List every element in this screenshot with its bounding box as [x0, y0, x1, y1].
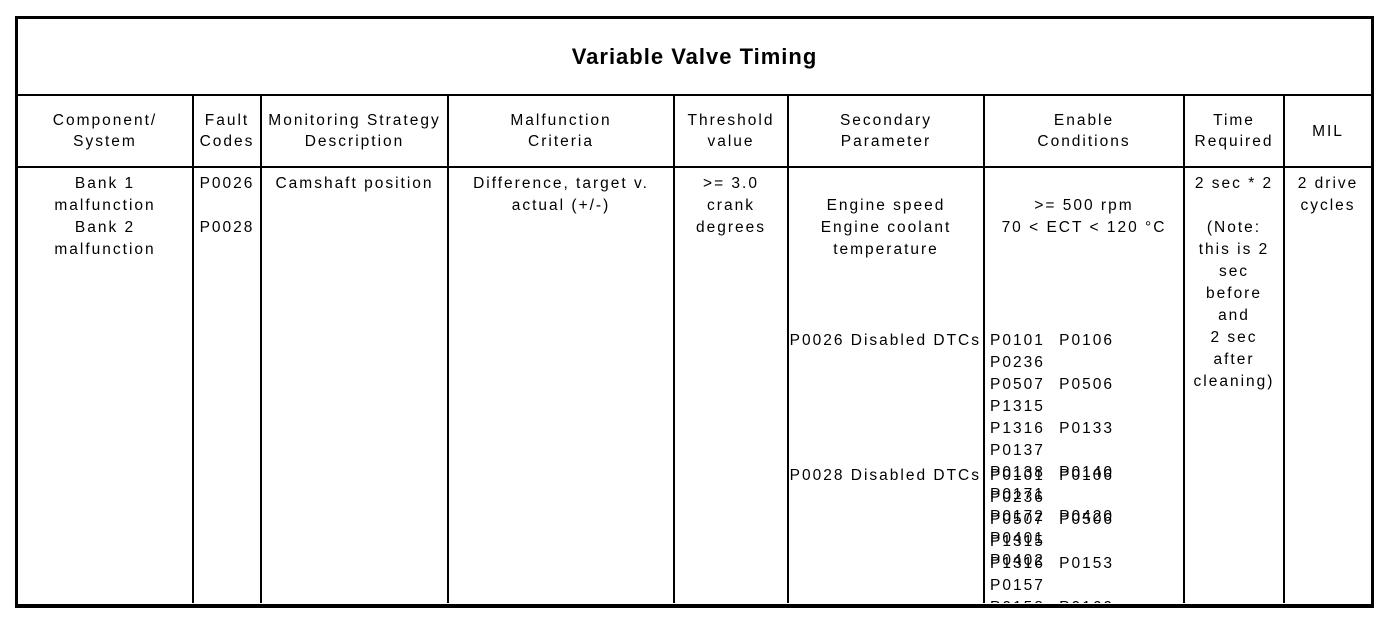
cell-component-system: Bank 1 malfunction Bank 2 malfunction — [18, 168, 194, 603]
header-monitoring-strategy: Monitoring Strategy Description — [262, 96, 449, 166]
cell-threshold-value: >= 3.0 crank degrees — [675, 168, 789, 603]
cell-mil: 2 drive cycles — [1297, 175, 1359, 214]
p0026-disabled-dtcs-list: P0101 P0106 P0236 P0507 P0506 P1315 P131… — [990, 332, 1114, 569]
cell-malfunction-criteria: Difference, target v. actual (+/-) — [449, 168, 675, 603]
table-data-row: Bank 1 malfunction Bank 2 malfunction P0… — [18, 168, 1371, 603]
enable-conditions-main: >= 500 rpm 70 < ECT < 120 °C — [1001, 197, 1167, 236]
cell-enable-conditions: >= 500 rpm 70 < ECT < 120 °C P0101 P0106… — [985, 168, 1185, 603]
vvt-diagnostic-table: Variable Valve Timing Component/ System … — [15, 16, 1374, 608]
table-title: Variable Valve Timing — [18, 19, 1371, 96]
header-component-system: Component/ System — [18, 96, 194, 166]
header-enable-conditions: Enable Conditions — [985, 96, 1185, 166]
cell-secondary-parameter: Engine speed Engine coolant temperature … — [789, 168, 985, 603]
p0026-disabled-dtcs-label: P0026 Disabled DTCs — [789, 332, 981, 349]
cell-fault-codes: P0026 P0028 — [194, 168, 262, 603]
header-threshold-value: Threshold value — [675, 96, 789, 166]
header-malfunction-criteria: Malfunction Criteria — [449, 96, 675, 166]
header-fault-codes: Fault Codes — [194, 96, 262, 166]
p0028-disabled-dtcs-list: P0101 P0106 P0236 P0507 P0506 P1315 P131… — [990, 467, 1114, 603]
cell-monitoring-strategy: Camshaft position — [262, 168, 449, 603]
header-mil: MIL — [1312, 122, 1344, 140]
header-secondary-parameter: Secondary Parameter — [789, 96, 985, 166]
p0028-disabled-dtcs-label: P0028 Disabled DTCs — [789, 467, 981, 484]
header-time-required: Time Required — [1185, 96, 1285, 166]
secondary-parameter-main: Engine speed Engine coolant temperature — [820, 197, 952, 258]
table-header-row: Component/ System Fault Codes Monitoring… — [18, 96, 1371, 168]
cell-time-required: 2 sec * 2 (Note: this is 2 sec before an… — [1185, 168, 1285, 603]
